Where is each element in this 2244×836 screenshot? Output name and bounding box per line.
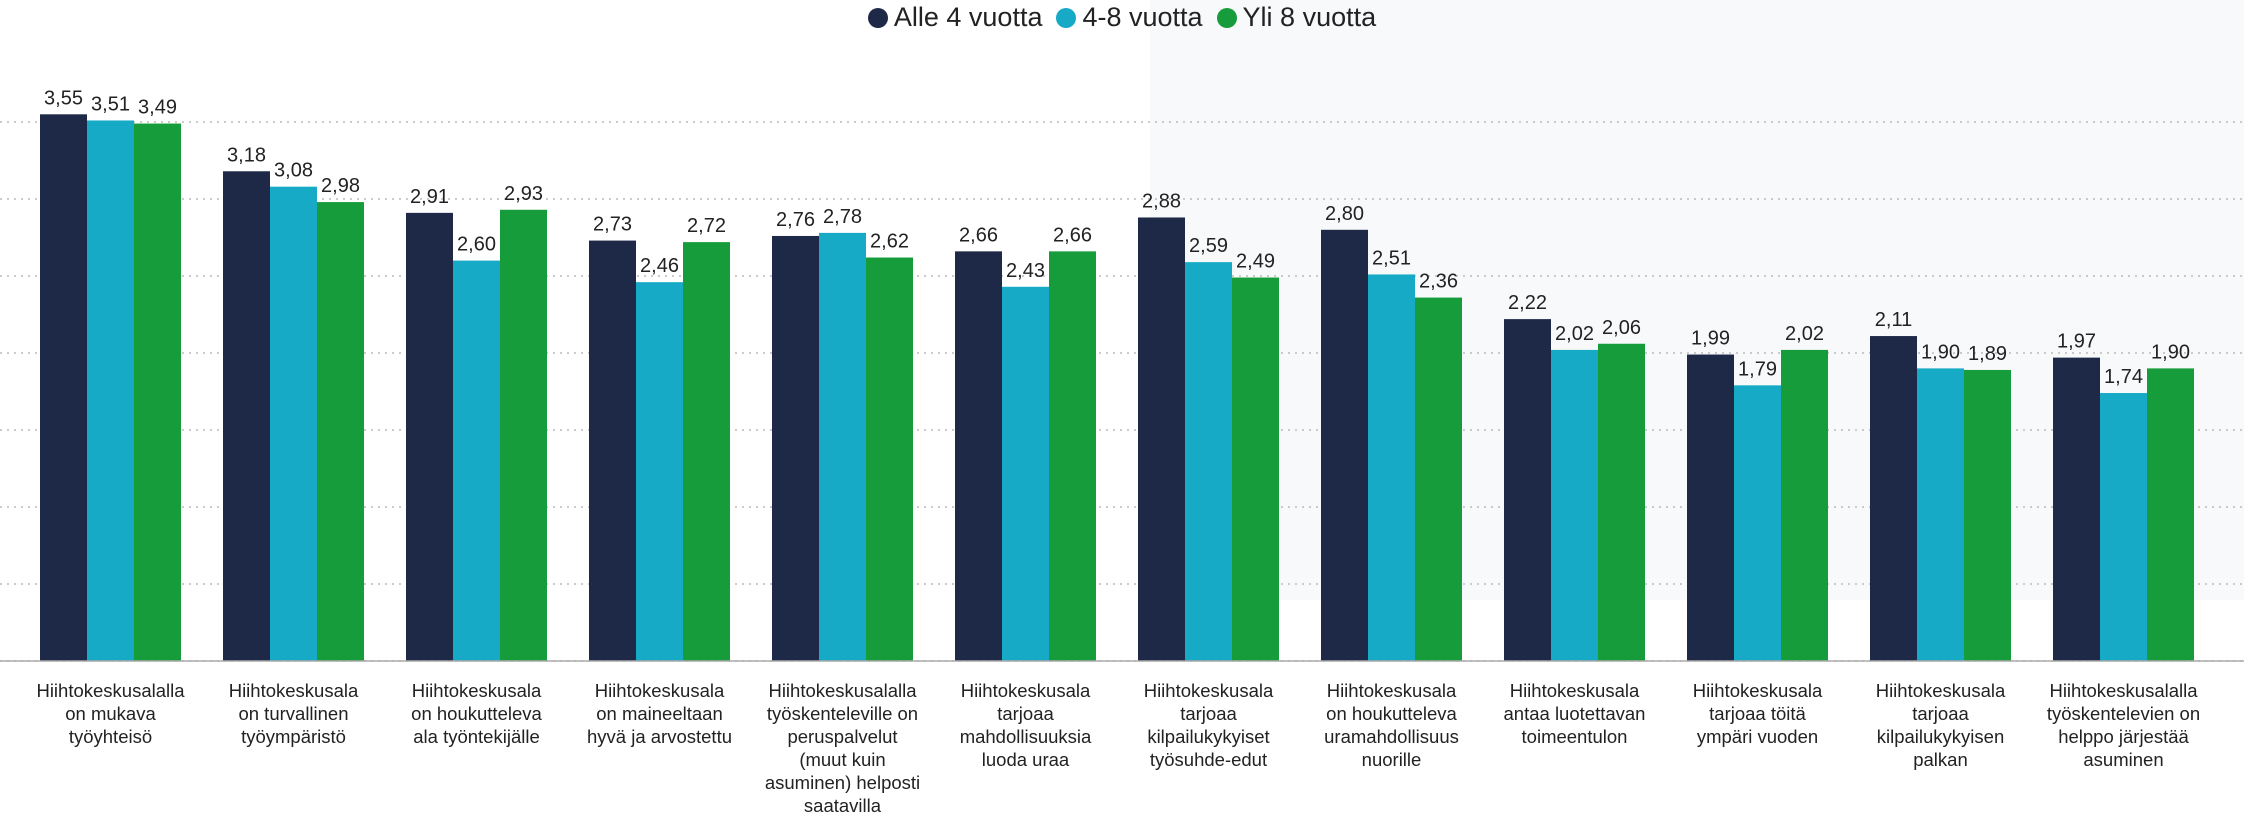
bar — [636, 282, 683, 661]
value-label: 2,51 — [1372, 247, 1411, 269]
bar — [1415, 298, 1462, 661]
legend-label: Yli 8 vuotta — [1243, 2, 1377, 33]
x-tick-label: Hiihtokeskusala on maineeltaan hyvä ja a… — [568, 679, 751, 748]
value-label: 2,60 — [457, 234, 496, 256]
bar — [1687, 355, 1734, 661]
x-tick-label: Hiihtokeskusala tarjoaa töitä ympäri vuo… — [1666, 679, 1849, 748]
x-tick-label: Hiihtokeskusalalla työskentelevien on he… — [2032, 679, 2215, 771]
value-label: 2,46 — [640, 255, 679, 277]
x-tick-label: Hiihtokeskusala on houkutteleva ala työn… — [385, 679, 568, 748]
legend-item: Yli 8 vuotta — [1217, 2, 1377, 33]
bar — [589, 241, 636, 661]
bar — [1504, 319, 1551, 661]
bar — [134, 124, 181, 661]
legend: Alle 4 vuotta 4-8 vuotta Yli 8 vuotta — [0, 2, 2244, 33]
legend-marker — [868, 8, 888, 28]
bar — [1964, 370, 2011, 661]
value-label: 2,43 — [1006, 260, 1045, 282]
value-label: 2,66 — [1053, 224, 1092, 246]
value-label: 2,72 — [687, 215, 726, 237]
value-label: 2,22 — [1508, 292, 1547, 314]
value-label: 2,02 — [1555, 323, 1594, 345]
bar — [1368, 274, 1415, 661]
value-label: 2,66 — [959, 224, 998, 246]
value-label: 1,89 — [1968, 343, 2007, 365]
legend-item: 4-8 vuotta — [1056, 2, 1202, 33]
value-label: 2,91 — [410, 186, 449, 208]
value-label: 2,11 — [1875, 309, 1912, 331]
value-label: 1,79 — [1738, 358, 1777, 380]
bar — [1185, 262, 1232, 661]
bar — [1598, 344, 1645, 661]
bar — [1781, 350, 1828, 661]
bar — [500, 210, 547, 661]
bar — [40, 114, 87, 661]
value-label: 2,98 — [321, 175, 360, 197]
bar — [2147, 368, 2194, 661]
bar — [2053, 358, 2100, 661]
bar — [2100, 393, 2147, 661]
bar — [683, 242, 730, 661]
value-label: 3,51 — [91, 93, 130, 115]
value-label: 2,62 — [870, 231, 909, 253]
bar — [772, 236, 819, 661]
bar — [406, 213, 453, 661]
x-tick-label: Hiihtokeskusala tarjoaa kilpailukykyisen… — [1849, 679, 2032, 771]
value-label: 3,18 — [227, 144, 266, 166]
value-label: 2,93 — [504, 183, 543, 205]
value-label: 2,36 — [1419, 271, 1458, 293]
value-label: 2,49 — [1236, 251, 1275, 273]
value-label: 3,49 — [138, 97, 177, 119]
bar — [1002, 287, 1049, 661]
x-tick-label: Hiihtokeskusala antaa luotettavan toimee… — [1483, 679, 1666, 748]
x-tick-label: Hiihtokeskusalalla on mukava työyhteisö — [19, 679, 202, 748]
bar — [1870, 336, 1917, 661]
value-label: 1,74 — [2104, 366, 2143, 388]
page: 3,55 3,51 3,49 3,18 3,08 2,98 2,91 2,60 2,93 2,73… — [0, 0, 2244, 836]
legend-marker — [1056, 8, 1076, 28]
x-tick-label: Hiihtokeskusalalla työskenteleville on p… — [751, 679, 934, 817]
bar — [270, 187, 317, 661]
bar — [819, 233, 866, 661]
bar — [1138, 217, 1185, 661]
bar — [1551, 350, 1598, 661]
value-label: 3,08 — [274, 160, 313, 182]
legend-label: Alle 4 vuotta — [894, 2, 1043, 33]
bar — [87, 120, 134, 661]
value-label: 2,80 — [1325, 203, 1364, 225]
bar — [1232, 278, 1279, 661]
bar — [453, 261, 500, 661]
bar — [1734, 385, 1781, 661]
value-label: 2,88 — [1142, 190, 1181, 212]
bar — [955, 251, 1002, 661]
legend-marker — [1217, 8, 1237, 28]
value-label: 1,90 — [2151, 341, 2190, 363]
bar — [1049, 251, 1096, 661]
bar — [1917, 368, 1964, 661]
value-label: 2,73 — [593, 214, 632, 236]
x-tick-label: Hiihtokeskusala tarjoaa kilpailukykyiset… — [1117, 679, 1300, 771]
bar — [1321, 230, 1368, 661]
value-label: 2,06 — [1602, 317, 1641, 339]
value-label: 2,76 — [776, 209, 815, 231]
value-label: 2,02 — [1785, 323, 1824, 345]
value-label: 3,55 — [44, 87, 83, 109]
x-tick-label: Hiihtokeskusala on houkutteleva uramahdo… — [1300, 679, 1483, 771]
x-tick-label: Hiihtokeskusala tarjoaa mahdollisuuksia … — [934, 679, 1117, 771]
bar — [223, 171, 270, 661]
bar — [866, 258, 913, 661]
value-label: 2,78 — [823, 206, 862, 228]
x-tick-label: Hiihtokeskusala on turvallinen työympäri… — [202, 679, 385, 748]
legend-label: 4-8 vuotta — [1082, 2, 1202, 33]
value-label: 1,97 — [2057, 331, 2096, 353]
legend-item: Alle 4 vuotta — [868, 2, 1043, 33]
value-label: 1,99 — [1691, 328, 1730, 350]
value-label: 2,59 — [1189, 235, 1228, 257]
bar — [317, 202, 364, 661]
value-label: 1,90 — [1921, 341, 1960, 363]
